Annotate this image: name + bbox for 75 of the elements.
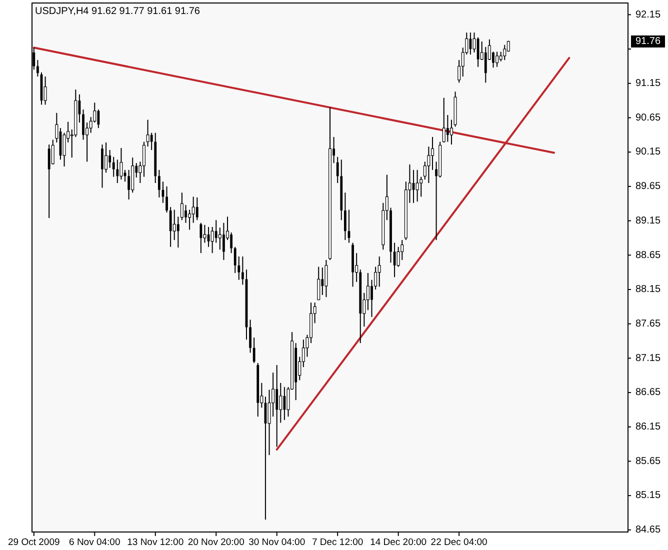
y-tick-label: 88.15 [635, 284, 661, 296]
y-tick-label: 84.65 [635, 524, 661, 536]
candlestick [378, 256, 381, 288]
y-tick-label: 88.65 [635, 250, 661, 261]
candlestick [128, 169, 130, 200]
y-tick-label: 89.15 [635, 215, 661, 226]
candlestick [188, 209, 192, 230]
y-tick-label: 87.15 [635, 352, 661, 364]
candlestick [97, 108, 100, 129]
x-tick-label: 29 Oct 2009 [8, 537, 60, 548]
candlestick [317, 266, 320, 300]
candlestick [484, 46, 487, 84]
y-tick-label: 86.15 [635, 422, 661, 433]
candlestick [344, 192, 346, 241]
candlestick [276, 364, 278, 448]
chart-title: USDJPY,H4 91.62 91.77 91.61 91.76 [35, 6, 200, 17]
candlestick [150, 132, 153, 151]
candlestick [184, 204, 187, 224]
candlestick [442, 97, 446, 143]
y-tick-label: 90.65 [635, 112, 661, 124]
candlestick [476, 36, 480, 68]
text: 91.76 [635, 36, 661, 48]
candlestick [101, 144, 104, 188]
candlestick [238, 256, 240, 280]
x-tick-label: 6 Nov 04:00 [69, 537, 120, 548]
candlestick [120, 147, 123, 180]
candlestick [503, 44, 506, 61]
candlestick [142, 141, 146, 178]
y-tick-label: 85.15 [635, 490, 661, 502]
x-tick-label: 30 Nov 04:00 [248, 537, 306, 548]
candlestick [169, 206, 172, 248]
candlestick [146, 119, 150, 148]
candlestick [82, 108, 84, 140]
x-tick-label: 22 Dec 04:00 [430, 537, 488, 548]
y-tick-label: 91.15 [635, 78, 661, 90]
candlestick [336, 156, 339, 184]
candlestick [241, 256, 244, 286]
y-tick-label: 89.65 [635, 181, 661, 192]
candlestick [192, 196, 195, 224]
candlestick [222, 222, 225, 260]
candlestick [196, 196, 198, 221]
candlestick [427, 146, 430, 184]
candlestick [214, 220, 218, 244]
y-tick-label: 87.65 [635, 318, 661, 330]
candlestick [249, 319, 252, 354]
candlestick [44, 76, 47, 106]
x-tick-label: 20 Nov 20:00 [188, 537, 244, 548]
y-tick-label: 86.65 [635, 387, 661, 398]
candlestick [112, 156, 115, 178]
candlestick [283, 386, 286, 421]
candlestick [230, 232, 232, 254]
candlestick [104, 142, 108, 174]
candlestick [446, 114, 449, 142]
candlestick [252, 337, 256, 364]
candlestick [496, 51, 499, 68]
y-tick-label: 85.65 [635, 456, 661, 467]
candlestick [166, 186, 168, 214]
candlestick [158, 169, 160, 198]
candlestick [108, 150, 112, 168]
candlestick [234, 246, 236, 274]
x-tick-label: 14 Dec 20:00 [370, 537, 427, 548]
candlestick [180, 192, 184, 221]
candlestick [36, 60, 39, 78]
candlestick [200, 222, 202, 254]
candlestick [176, 216, 180, 248]
candlestick [366, 272, 370, 311]
y-tick-label: 90.15 [635, 146, 661, 158]
candlestick [116, 159, 119, 184]
y-tick-label: 92.15 [635, 9, 661, 20]
x-tick-label: 13 Nov 12:00 [127, 537, 184, 548]
candlestick [48, 144, 50, 219]
candlestick [324, 259, 328, 298]
candlestick [430, 136, 434, 170]
x-tick-label: 7 Dec 12:00 [312, 537, 364, 548]
candlestick [416, 169, 419, 202]
